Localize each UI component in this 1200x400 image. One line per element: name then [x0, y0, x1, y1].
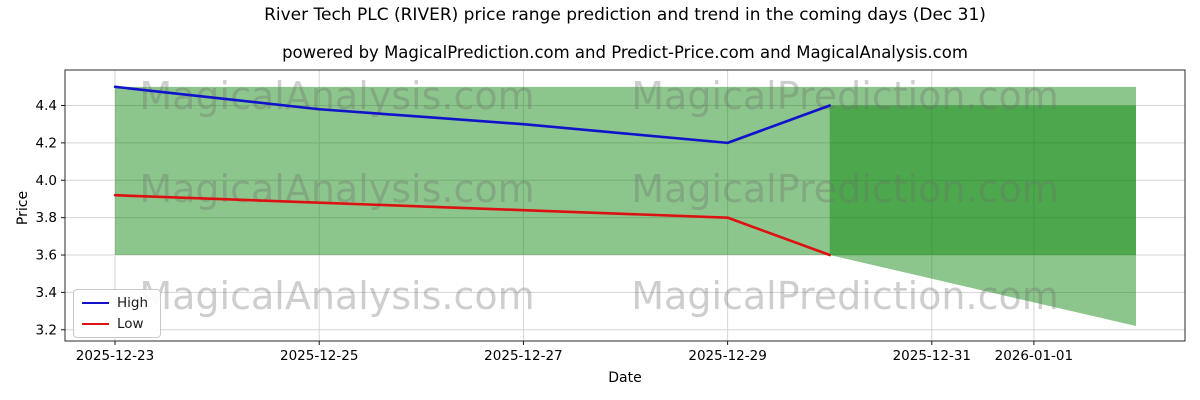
watermark-text: MagicalPrediction.com — [631, 274, 1059, 318]
series-line-high — [113, 85, 832, 145]
watermark-text: MagicalAnalysis.com — [139, 274, 534, 318]
watermark-text: MagicalPrediction.com — [631, 74, 1059, 118]
legend-item-high: High — [82, 296, 152, 310]
legend-high-label: High — [117, 295, 149, 311]
chart-title: River Tech PLC (RIVER) price range predi… — [264, 5, 986, 25]
chart-subtitle: powered by MagicalPrediction.com and Pre… — [282, 43, 968, 62]
x-tick-label: 2025-12-27 — [484, 348, 562, 364]
x-axis-label: Date — [608, 370, 642, 386]
watermark-text: MagicalPrediction.com — [631, 167, 1059, 211]
x-tick-label: 2025-12-31 — [893, 348, 971, 364]
y-tick-label: 3.2 — [36, 322, 57, 338]
plot-border — [64, 69, 1186, 342]
y-tick-label: 4.2 — [36, 135, 57, 151]
y-tick-label: 4.0 — [36, 173, 57, 189]
legend-low-label: Low — [117, 316, 144, 332]
legend-low-line-icon — [82, 323, 109, 325]
legend: High Low — [73, 289, 161, 338]
y-tick-label: 3.4 — [36, 285, 57, 301]
legend-item-low: Low — [82, 317, 152, 331]
x-tick-label: 2025-12-29 — [688, 348, 766, 364]
y-tick-label: 3.8 — [36, 210, 57, 226]
prediction-range-box — [829, 105, 1136, 256]
x-tick-label: 2025-12-25 — [280, 348, 358, 364]
y-tick-label: 3.6 — [36, 248, 57, 264]
price-range-band — [115, 86, 1136, 327]
x-tick-label: 2025-12-23 — [76, 348, 154, 364]
series-line-low — [113, 193, 832, 257]
y-tick-label: 4.4 — [36, 98, 57, 114]
x-tick-label: 2026-01-01 — [995, 348, 1073, 364]
y-axis-label: Price — [15, 190, 31, 226]
legend-high-line-icon — [82, 302, 109, 304]
